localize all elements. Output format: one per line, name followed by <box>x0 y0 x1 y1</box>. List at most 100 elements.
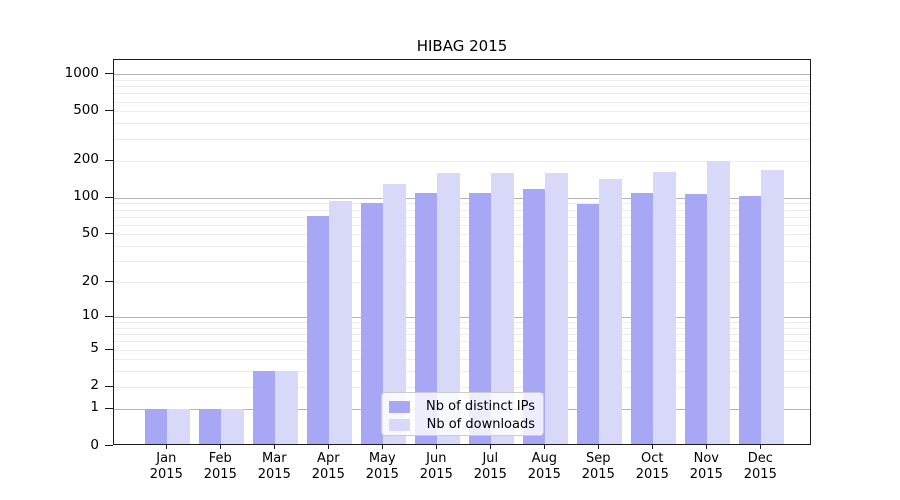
x-tick-label-may: May 2015 <box>365 451 399 482</box>
y-tick-mark <box>105 445 113 446</box>
y-tick-mark <box>105 110 113 112</box>
bar-feb-ips <box>198 408 222 444</box>
bar-jun-downloads <box>437 172 460 444</box>
y-tick-label: 20 <box>81 272 99 289</box>
x-tick-label-jun: Jun 2015 <box>419 451 453 482</box>
bar-dec-ips <box>738 196 762 444</box>
x-tick-label-feb: Feb 2015 <box>203 451 237 482</box>
x-tick-label-sep: Sep 2015 <box>581 451 615 482</box>
x-tick-mark <box>598 445 600 449</box>
x-tick-mark <box>328 445 330 449</box>
minor-gridline <box>114 86 810 88</box>
x-tick-label-dec: Dec 2015 <box>743 451 777 482</box>
legend-swatch-distinct-ips <box>389 400 410 413</box>
y-tick-label: 500 <box>73 101 99 118</box>
minor-gridline <box>114 341 810 343</box>
minor-gridline <box>114 282 810 284</box>
y-tick-mark <box>105 233 113 235</box>
bar-sep-downloads <box>599 178 622 444</box>
minor-gridline <box>114 261 810 263</box>
minor-gridline <box>114 349 810 351</box>
minor-gridline <box>114 203 810 205</box>
y-tick-label: 1 <box>90 399 99 416</box>
bar-apr-ips <box>306 215 330 444</box>
bar-jan-downloads <box>167 408 190 444</box>
x-tick-mark <box>436 445 438 449</box>
bar-mar-ips <box>252 371 276 444</box>
bar-jul-downloads <box>491 173 514 444</box>
bar-apr-downloads <box>329 201 352 444</box>
legend-label-distinct-ips: Nb of distinct IPs <box>426 399 535 414</box>
bar-dec-downloads <box>761 170 784 444</box>
bar-jan-ips <box>144 408 168 444</box>
y-tick-mark <box>105 281 113 283</box>
y-tick-mark <box>105 315 113 317</box>
minor-gridline <box>114 327 810 329</box>
y-tick-label: 1000 <box>64 64 99 81</box>
minor-gridline <box>114 386 810 388</box>
minor-gridline <box>114 246 810 248</box>
bar-aug-downloads <box>545 172 568 444</box>
minor-gridline <box>114 359 810 361</box>
minor-gridline <box>114 101 810 103</box>
x-tick-label-jul: Jul 2015 <box>473 451 507 482</box>
minor-gridline <box>114 79 810 81</box>
x-tick-mark <box>652 445 654 449</box>
minor-gridline <box>114 160 810 162</box>
bar-mar-downloads <box>275 371 298 444</box>
bar-jun-ips <box>414 193 438 444</box>
minor-gridline <box>114 234 810 236</box>
minor-gridline <box>114 93 810 95</box>
y-tick-mark <box>105 73 113 75</box>
bar-may-downloads <box>383 184 406 444</box>
bar-nov-ips <box>684 194 708 444</box>
plot-area <box>113 59 811 445</box>
y-tick-label: 50 <box>81 224 99 241</box>
bar-oct-downloads <box>653 171 676 444</box>
bar-sep-ips <box>576 204 600 444</box>
x-tick-label-aug: Aug 2015 <box>527 451 561 482</box>
minor-gridline <box>114 209 810 211</box>
legend: Nb of distinct IPs Nb of downloads <box>381 392 544 436</box>
x-tick-label-mar: Mar 2015 <box>257 451 291 482</box>
bar-may-ips <box>360 202 384 444</box>
y-tick-label: 200 <box>73 151 99 167</box>
y-tick-label: 5 <box>90 340 99 357</box>
minor-gridline <box>114 216 810 218</box>
minor-gridline <box>114 322 810 324</box>
x-tick-mark <box>166 445 168 449</box>
minor-gridline <box>114 334 810 336</box>
major-gridline <box>114 197 810 199</box>
x-tick-label-jan: Jan 2015 <box>149 451 183 482</box>
legend-item-downloads: Nb of downloads <box>389 416 535 433</box>
minor-gridline <box>114 138 810 140</box>
y-tick-label: 10 <box>81 307 99 324</box>
bar-oct-ips <box>630 192 654 444</box>
x-tick-label-apr: Apr 2015 <box>311 451 345 482</box>
chart-title: HIBAG 2015 <box>416 37 508 55</box>
legend-item-distinct-ips: Nb of distinct IPs <box>389 398 535 415</box>
x-tick-mark <box>220 445 222 449</box>
major-gridline <box>114 316 810 318</box>
minor-gridline <box>114 371 810 373</box>
x-tick-mark <box>544 445 546 449</box>
legend-label-downloads: Nb of downloads <box>426 417 535 432</box>
y-tick-mark <box>105 348 113 350</box>
y-tick-label: 100 <box>73 188 99 205</box>
y-tick-label: 0 <box>90 436 99 453</box>
y-tick-mark <box>105 385 113 387</box>
x-tick-mark <box>706 445 708 449</box>
major-gridline <box>114 74 810 76</box>
y-tick-label: 2 <box>90 377 99 394</box>
y-tick-mark <box>105 196 113 198</box>
bar-aug-ips <box>522 188 546 444</box>
x-tick-mark <box>760 445 762 449</box>
bar-feb-downloads <box>221 408 244 444</box>
minor-gridline <box>114 123 810 125</box>
minor-gridline <box>114 224 810 226</box>
x-tick-label-oct: Oct 2015 <box>635 451 669 482</box>
y-tick-mark <box>105 407 113 409</box>
y-tick-mark <box>105 159 113 161</box>
x-tick-mark <box>382 445 384 449</box>
